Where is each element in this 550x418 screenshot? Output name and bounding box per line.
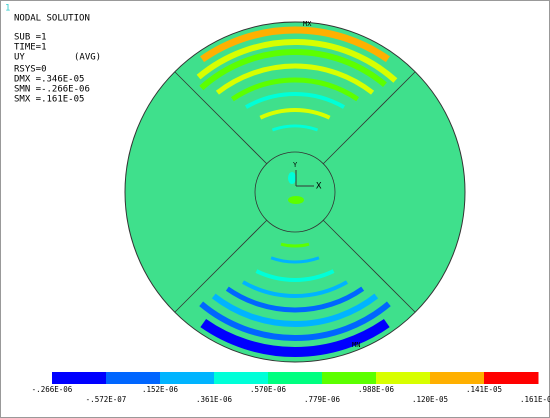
legend-swatch: [52, 372, 107, 384]
legend-label: .779E-06: [304, 395, 341, 404]
contour-spot: [288, 172, 296, 184]
info-line: DMX =.346E-05: [14, 75, 84, 85]
info-line: (AVG): [74, 53, 101, 63]
contour-band: [270, 256, 320, 264]
axis-x-label: X: [316, 182, 322, 192]
legend-swatch: [430, 372, 485, 384]
min-marker: MN: [352, 341, 360, 349]
legend-swatch: [268, 372, 323, 384]
contour-band: [255, 269, 335, 282]
legend-swatch: [214, 372, 269, 384]
contour-band: [242, 280, 348, 298]
contour-band: [196, 39, 398, 83]
legend-label: .361E-06: [196, 395, 233, 404]
legend-label: .161E-05: [520, 395, 550, 404]
contour-spot: [288, 196, 304, 204]
info-line: RSYS=0: [14, 65, 47, 75]
legend-swatch: [106, 372, 161, 384]
legend-label: .152E-06: [142, 385, 179, 394]
contour-band: [211, 293, 379, 327]
contour-band: [199, 301, 391, 341]
contour-band: [259, 108, 331, 120]
info-line: NODAL SOLUTION: [14, 14, 90, 24]
legend-label: .570E-06: [250, 385, 287, 394]
legend-swatch: [160, 372, 215, 384]
legend: -.266E-06 -.572E-07 .152E-06 .361E-06 .570E-…: [32, 372, 550, 404]
max-marker: MX: [303, 20, 312, 28]
contour-band: [225, 286, 365, 313]
legend-label: -.266E-06: [32, 385, 73, 394]
info-line: TIME=1: [14, 43, 47, 53]
contour-band: [280, 242, 310, 248]
window-number: 1: [5, 4, 10, 14]
contour-band: [199, 49, 387, 91]
contour-band: [230, 77, 360, 102]
legend-label: .988E-06: [358, 385, 395, 394]
legend-label: .120E-05: [412, 395, 448, 404]
contour-band: [245, 92, 345, 109]
info-line: SMX =.161E-05: [14, 95, 84, 105]
info-line: SMN =-.266E-06: [14, 85, 90, 95]
contour-band: [271, 124, 319, 132]
legend-swatch: [484, 372, 539, 384]
contours: [196, 26, 398, 357]
mesh-lines: [174, 71, 416, 313]
legend-swatch: [322, 372, 377, 384]
info-line: SUB =1: [14, 33, 47, 43]
axis-y-label: Y: [293, 161, 298, 169]
legend-label: .141E-05: [466, 385, 502, 394]
legend-swatch: [376, 372, 431, 384]
info-line: UY: [14, 53, 25, 63]
contour-band: [200, 318, 390, 357]
contour-band: [215, 63, 375, 95]
legend-label: -.572E-07: [86, 395, 127, 404]
contour-band: [200, 26, 390, 63]
